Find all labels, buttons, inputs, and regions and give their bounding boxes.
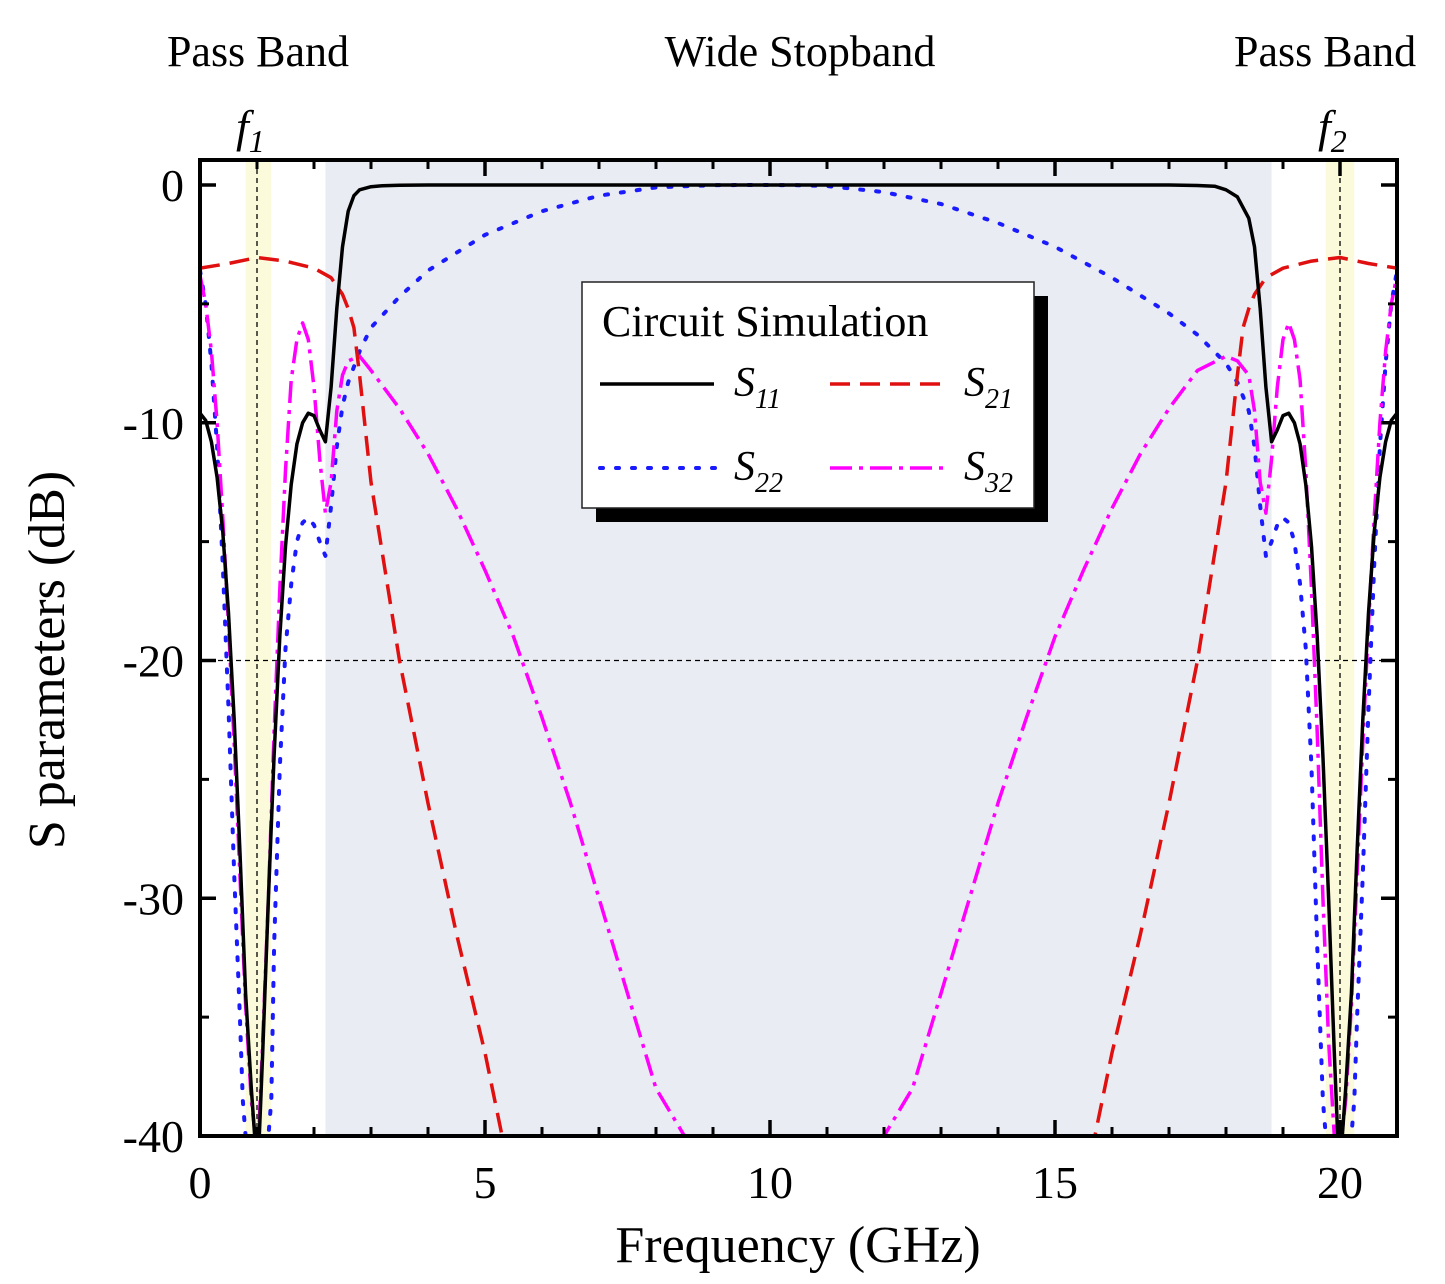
x-tick-label: 0 <box>189 1157 212 1208</box>
passband-f1-region <box>245 160 272 1136</box>
legend-box <box>581 281 1035 509</box>
series-line-s32 <box>200 274 1397 1136</box>
series-group <box>200 183 1397 1136</box>
legend-s21-sub: 21 <box>985 384 1013 415</box>
legend-s32-base: S <box>964 444 985 490</box>
y-tick-label: 0 <box>161 160 184 211</box>
legend-s11-sub: 11 <box>755 384 781 415</box>
series-line-s21 <box>200 255 1397 1136</box>
wide-stopband-label: Wide Stopband <box>665 27 936 76</box>
x-tick-label: 10 <box>747 1157 793 1208</box>
f1-sub: 1 <box>249 123 265 159</box>
x-tick-label: 20 <box>1317 1157 1363 1208</box>
x-tick-label: 15 <box>1032 1157 1078 1208</box>
f2-sub: 2 <box>1331 123 1347 159</box>
legend-label-s21: S21 <box>964 360 1013 415</box>
series-line-s11 <box>200 183 1397 1136</box>
y-tick-label: -40 <box>123 1111 184 1162</box>
legend-s32-sub: 32 <box>984 468 1013 499</box>
legend-s21-base: S <box>964 360 985 406</box>
axis-ticks <box>198 160 1399 1138</box>
legend-title: Circuit Simulation <box>602 297 928 346</box>
pass-band-left-label: Pass Band <box>167 27 349 76</box>
plot-frame <box>198 158 1399 1138</box>
legend-s11-base: S <box>734 360 755 406</box>
legend: Circuit Simulation S11 S21 S22 S32 <box>581 281 1048 522</box>
y-tick-label: -10 <box>123 398 184 449</box>
y-axis-label: S parameters (dB) <box>19 471 76 849</box>
legend-label-s32: S32 <box>964 444 1013 499</box>
legend-s22-base: S <box>734 444 755 490</box>
f2-marker-label: f2 <box>1318 101 1347 159</box>
legend-s22-sub: 22 <box>755 468 783 499</box>
y-tick-label: -30 <box>123 873 184 924</box>
legend-label-s22: S22 <box>734 444 783 499</box>
x-tick-label: 5 <box>474 1157 497 1208</box>
y-tick-label: -20 <box>123 636 184 687</box>
tick-labels: 0 5 10 15 20 0 -10 -20 -30 -40 <box>123 160 1363 1208</box>
legend-label-s11: S11 <box>734 360 781 415</box>
x-axis-label: Frequency (GHz) <box>615 1217 980 1274</box>
f1-marker-label: f1 <box>236 101 265 159</box>
pass-band-right-label: Pass Band <box>1234 27 1416 76</box>
